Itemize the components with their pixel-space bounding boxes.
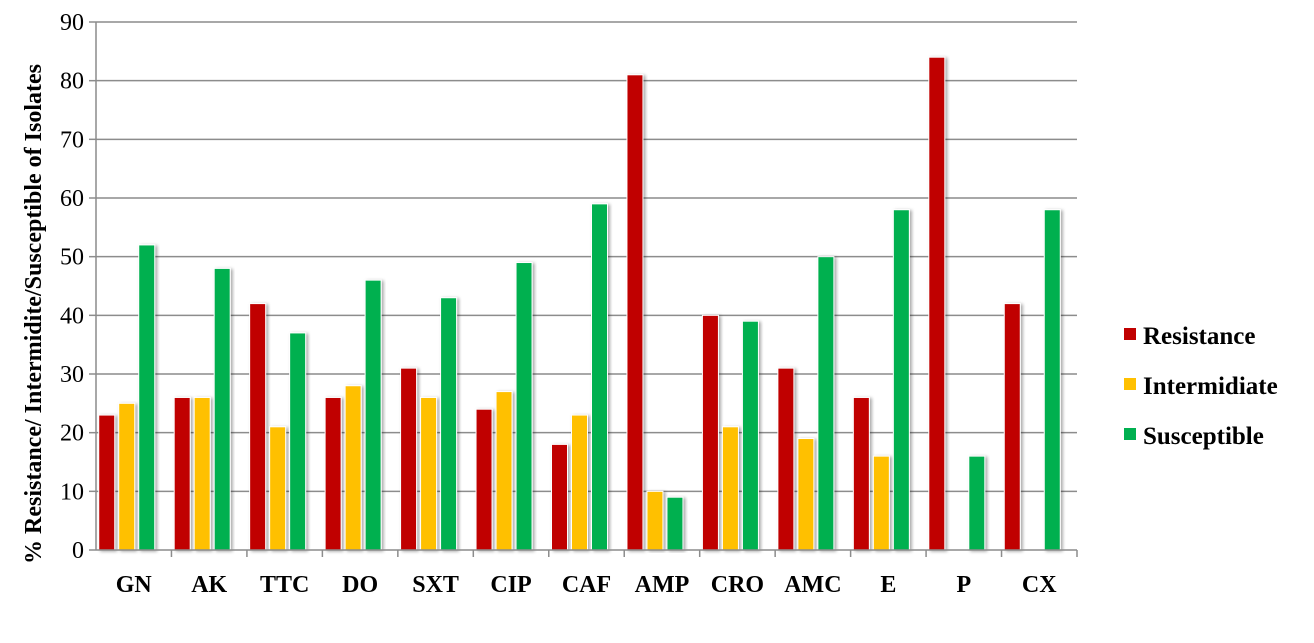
legend-label-susceptible: Susceptible [1143,423,1264,450]
bar-intermidiate-cro [721,426,739,551]
bar-resistance-sxt [400,367,418,551]
bar-resistance-p [928,56,946,551]
bar-susceptible-cro [741,320,759,551]
y-axis-title: % Resistance/ Intermidite/Susceptible of… [21,64,47,564]
x-axis: GN AK TTC DO SXT CIP CAF AMP CRO AMC E P CX [96,549,1078,598]
y-tick-label: 20 [60,421,84,447]
legend-swatch-intermidiate [1124,378,1136,390]
bar-resistance-cip [475,408,493,551]
bar-intermidiate-sxt [420,396,438,551]
x-tick-label: AMP [635,572,690,598]
bar-resistance-amc [777,367,795,551]
y-axis-ticks: 0 10 20 30 40 50 60 70 80 90 [60,10,96,564]
legend-label-intermidiate: Intermidiate [1143,373,1278,400]
bar-susceptible-ak [213,267,231,551]
y-tick-label: 40 [60,303,84,329]
bar-intermidiate-ttc [269,426,287,551]
bar-resistance-amp [626,74,644,551]
y-tick-label: 70 [60,127,84,153]
bars [98,56,1061,551]
legend-swatch-resistance [1124,328,1136,340]
x-tick-label: CIP [490,572,531,598]
bar-intermidiate-gn [118,402,136,551]
bar-resistance-ak [173,396,191,551]
bar-intermidiate-amp [646,490,664,551]
legend-swatch-susceptible [1124,428,1136,440]
x-tick-label: TTC [260,572,309,598]
x-tick-label: P [956,572,971,598]
bar-susceptible-amc [817,256,835,551]
bar-intermidiate-amc [797,438,815,551]
bar-susceptible-amp [666,496,684,551]
bar-susceptible-do [364,279,382,551]
bar-intermidiate-do [344,385,362,551]
bar-resistance-gn [98,414,116,551]
bar-resistance-cro [701,314,719,551]
bar-susceptible-e [892,209,910,551]
y-tick-label: 50 [60,245,84,271]
bar-resistance-ttc [249,303,267,551]
x-tick-label: CRO [711,572,764,598]
x-tick-label: AK [191,572,227,598]
bar-resistance-do [324,396,342,551]
y-tick-label: 80 [60,69,84,95]
y-tick-label: 30 [60,362,84,388]
bar-susceptible-sxt [440,297,458,551]
bar-susceptible-ttc [289,332,307,551]
x-tick-label: CAF [562,572,611,598]
bar-susceptible-cip [515,262,533,551]
bar-susceptible-p [968,455,986,551]
x-tick-label: DO [342,572,378,598]
x-tick-label: AMC [784,572,841,598]
bar-resistance-caf [551,443,568,551]
bar-resistance-e [852,396,870,551]
y-tick-label: 10 [60,479,84,505]
x-tick-label: E [880,572,896,598]
y-tick-label: 0 [72,538,84,564]
bar-intermidiate-cip [495,391,513,551]
x-tick-label: SXT [412,572,459,598]
bar-susceptible-caf [591,203,608,551]
x-tick-label: GN [116,572,153,598]
bar-intermidiate-ak [193,396,211,551]
bar-intermidiate-caf [571,414,588,551]
y-tick-label: 60 [60,186,84,212]
bar-intermidiate-e [872,455,890,551]
x-tick-label: CX [1022,572,1057,598]
bar-susceptible-cx [1043,209,1061,551]
bar-susceptible-gn [138,244,156,551]
y-tick-label: 90 [60,10,84,36]
legend-label-resistance: Resistance [1143,323,1255,350]
legend: Resistance Intermidiate Susceptible [1124,323,1278,450]
bar-resistance-cx [1003,303,1021,551]
